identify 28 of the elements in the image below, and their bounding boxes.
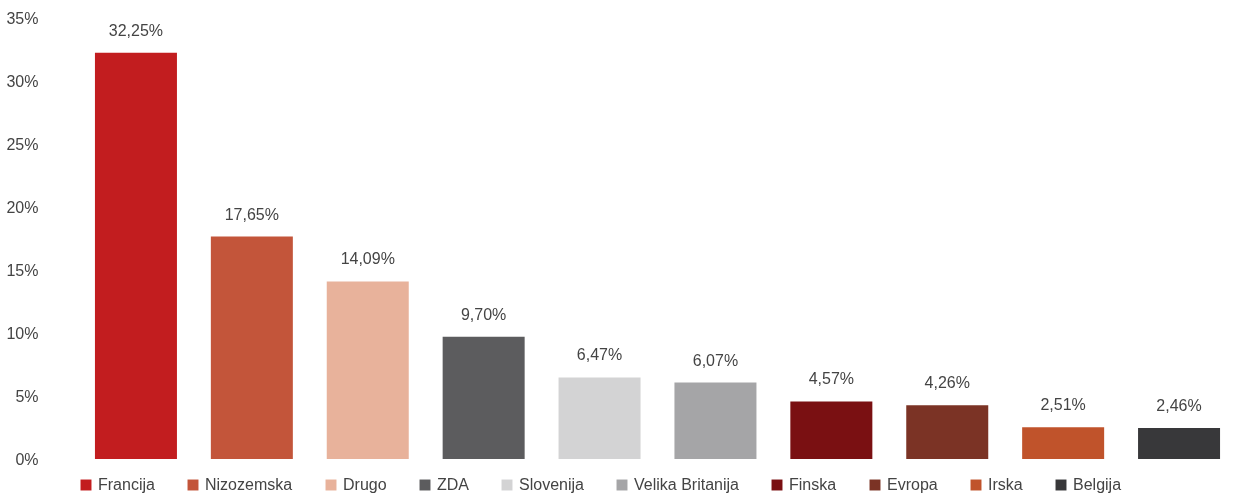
y-tick-label: 5% [15, 387, 39, 405]
legend-label: Belgija [1073, 476, 1122, 493]
data-label: 6,47% [576, 346, 623, 364]
data-label: 4,26% [924, 374, 970, 392]
legend-label: Nizozemska [205, 476, 293, 493]
legend-label: Velika Britanija [634, 476, 740, 493]
legend-label: Finska [789, 476, 837, 493]
legend-label: ZDA [437, 476, 470, 493]
data-label: 14,09% [340, 250, 395, 268]
data-label: 2,46% [1156, 397, 1202, 414]
y-tick-label: 35% [6, 9, 39, 27]
legend-label: Drugo [343, 476, 387, 493]
legend-label: Evropa [887, 476, 938, 493]
data-label: 2,51% [1040, 396, 1086, 414]
data-label: 4,57% [808, 370, 855, 388]
y-tick-label: 15% [6, 261, 39, 279]
legend-label: Francija [98, 476, 156, 493]
y-tick-label: 20% [6, 198, 39, 216]
y-tick-label: 30% [6, 72, 39, 90]
data-label: 6,07% [692, 351, 739, 369]
y-tick-label: 0% [15, 450, 39, 468]
y-tick-label: 25% [6, 135, 39, 153]
legend-label: Slovenija [519, 476, 585, 493]
data-label: 17,65% [224, 205, 279, 223]
data-label: 32,25% [108, 21, 164, 39]
legend-label: Irska [988, 476, 1023, 493]
y-tick-label: 10% [6, 324, 39, 342]
data-label: 9,70% [460, 305, 507, 323]
